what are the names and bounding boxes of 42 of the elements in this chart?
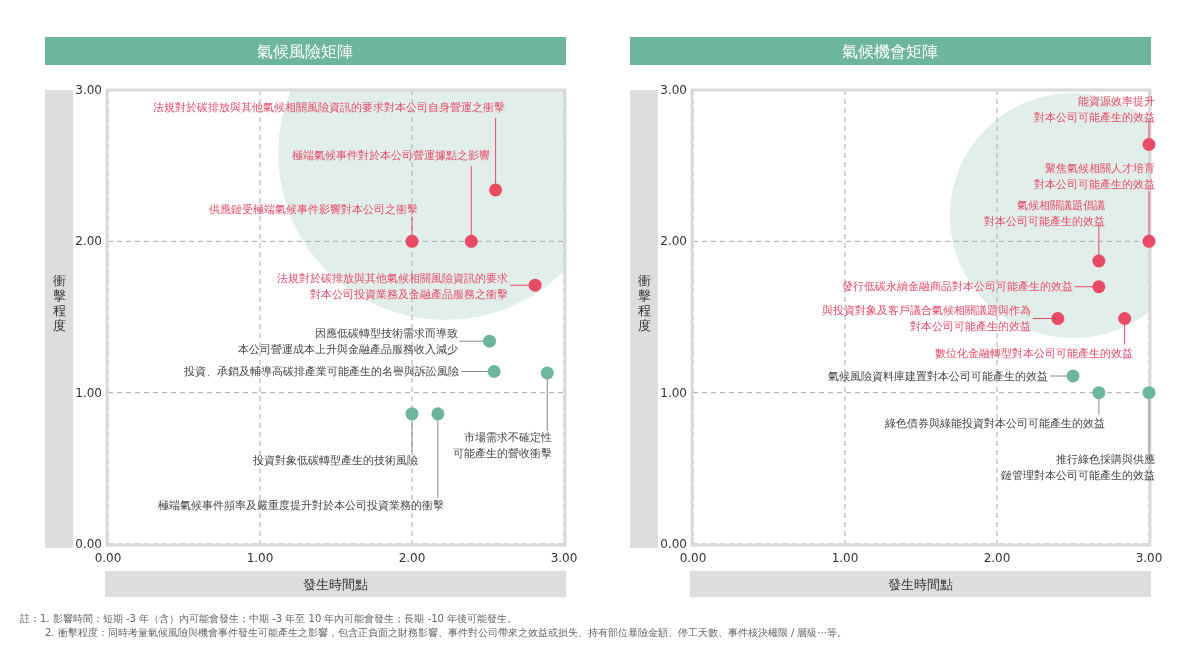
annotation: 極端氣候事件對於本公司營運據點之影響 [292, 148, 491, 162]
y-tick-label: 3.00 [660, 83, 687, 97]
annotation: 氣候風險資料庫建置對本公司可能產生的效益 [828, 369, 1048, 383]
x-tick-label: 2.00 [398, 551, 426, 565]
annotation: 投資、承銷及輔導高碳排產業可能產生的名譽與訴訟風險 [183, 364, 460, 378]
annotation: 與投資對象及客戶議合氣候相關議題與作為對本公司可能產生的效益 [821, 304, 1031, 334]
annotation: 因應低碳轉型技術需求而導致本公司營運成本上升與金融產品服務收入減少 [237, 326, 458, 356]
y-tick-label: 0.00 [75, 537, 102, 551]
annotation: 數位化金融轉型對本公司可能產生的效益 [934, 347, 1133, 361]
chart-title: 氣候機會矩陣 [842, 41, 938, 61]
x-tick-label: 0.00 [94, 551, 122, 565]
chart-title: 氣候風險矩陣 [257, 41, 353, 61]
x-tick-label: 3.00 [1135, 551, 1163, 565]
x-tick-label: 0.00 [679, 551, 707, 565]
y-tick-label: 2.00 [75, 234, 102, 249]
y-tick-label: 0.00 [660, 537, 687, 551]
y-tick-label: 1.00 [660, 385, 687, 400]
annotation: 發行低碳永續金融商品對本公司可能產生的效益 [841, 280, 1073, 294]
annotation: 聚焦氣候相關人才培育對本公司可能產生的效益 [1034, 161, 1155, 191]
x-tick-label: 1.00 [246, 551, 274, 565]
text: 註：1. 影響時間：短期 -3 年（含）內可能會發生；中期 -3 年至 10 年內可能會發生；長期 -10 年後可能發生。 [20, 612, 518, 624]
x-tick-label: 3.00 [550, 551, 578, 565]
annotation: 投資對象低碳轉型產生的技術風險 [252, 454, 418, 468]
annotation: 綠色債券與綠能投資對本公司可能產生的效益 [883, 417, 1105, 431]
text: 2. 衝擊程度：同時考量氣候風險與機會事件發生可能產生之影響，包含正負面之財務影響、事件對公司帶來之效益或損失、持有部位暴險金額、停工天數、事件核決權限 / 層級⋯等。 [45, 626, 848, 638]
annotation: 氣候相關議題倡議對本公司可能產生的效益 [983, 198, 1105, 228]
annotation: 市場需求不確定性可能產生的營收衝擊 [453, 431, 553, 461]
annotation: 能資源效率提升對本公司可能產生的效益 [1034, 94, 1155, 124]
annotation: 極端氣候事件頻率及嚴重度提升對於本公司投資業務的衝擊 [157, 499, 444, 513]
x-axis-title: 發生時間點 [302, 576, 368, 592]
x-tick-label: 2.00 [983, 551, 1011, 565]
y-axis-title: 衝擊程度 [637, 272, 651, 333]
annotation: 法規對於碳排放與其他氣候相關風險資訊的要求對本公司自身營運之衝擊 [152, 101, 505, 115]
x-axis-title: 發生時間點 [887, 576, 953, 592]
y-tick-label: 2.00 [660, 234, 687, 249]
annotation: 推行綠色採購與供應鏈管理對本公司可能產生的效益 [1001, 453, 1155, 483]
x-tick-label: 1.00 [831, 551, 859, 565]
y-tick-label: 1.00 [75, 385, 102, 400]
annotation: 供應鏈受極端氣候事件影響對本公司之衝擊 [209, 202, 418, 216]
annotation: 法規對於碳排放與其他氣候相關風險資訊的要求對本公司投資業務及金融產品服務之衝擊 [277, 271, 509, 301]
y-tick-label: 3.00 [75, 83, 102, 97]
y-axis-title: 衝擊程度 [52, 272, 66, 333]
